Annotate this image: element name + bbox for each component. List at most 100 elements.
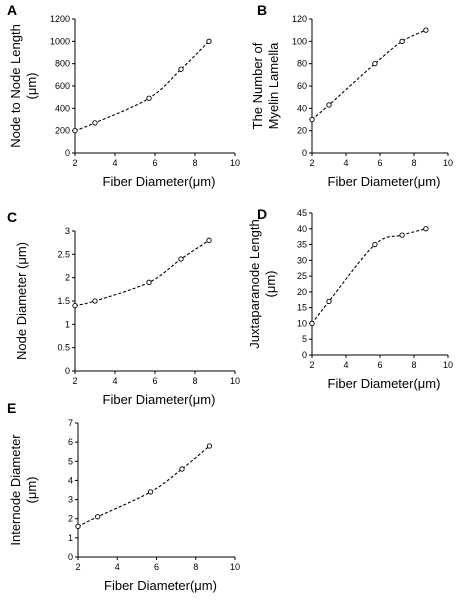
y-tick-label: 0 [68,552,73,562]
data-point [326,102,332,108]
chart-panel-a: A 0 200 400 600 800 1000 1200 2 4 6 8 10 Fiber Diamet… [7,2,240,189]
y-tick-label: 25 [297,271,307,281]
x-axis-title: Fiber Diameter(μm) [328,376,441,391]
data-point [372,241,378,248]
y-tick-label: 20 [297,126,307,136]
y-tick-label: 1000 [50,36,70,46]
x-axis-title: Fiber Diameter(μm) [104,578,217,593]
x-tick-label: 6 [152,376,157,386]
data-point [399,232,405,238]
x-tick-label: 4 [112,158,117,168]
data-point [206,443,213,449]
x-tick-label: 6 [152,158,157,168]
panel-letter-e: E [7,400,16,416]
y-tick-label: 200 [55,126,70,136]
x-tick-label: 2 [75,562,80,572]
x-tick-label: 4 [343,158,348,168]
y-tick-label: 10 [297,318,307,328]
x-tick-label: 4 [115,562,120,572]
y-axis-title: (μm) [24,477,39,504]
x-tick-label: 8 [192,376,197,386]
y-tick-label: 0 [65,366,70,376]
y-axis-title: Internode Diameter [8,434,23,546]
data-point [146,279,152,285]
trendline [74,239,210,307]
y-tick-label: 1.5 [57,296,70,306]
data-point [178,256,184,262]
x-axis-title: Fiber Diameter(μm) [103,392,216,407]
y-tick-label: 1200 [50,14,70,24]
x-tick-label: 6 [154,562,159,572]
x-tick-label: 8 [192,158,197,168]
data-point [206,38,212,44]
y-axis-title: Myelin Lamella [266,42,281,129]
data-point [147,489,154,495]
x-tick-label: 8 [411,158,416,168]
data-point [423,226,429,232]
x-axis-title: Fiber Diameter(μm) [103,174,216,189]
y-tick-label: 45 [297,208,307,218]
y-tick-label: 2 [68,514,73,524]
data-point [372,61,378,67]
data-point [146,95,152,101]
x-tick-label: 10 [230,376,240,386]
trendline [311,228,427,324]
y-tick-label: 30 [297,255,307,265]
x-tick-label: 2 [309,158,314,168]
y-tick-label: 0 [65,148,70,158]
data-point [309,116,315,123]
x-tick-label: 2 [309,360,314,370]
y-tick-label: 0 [302,350,307,360]
data-point [94,514,101,520]
x-tick-label: 6 [377,360,382,370]
panel-letter-d: D [257,206,267,222]
y-tick-label: 5 [302,334,307,344]
y-tick-label: 80 [297,59,307,69]
trendline [74,40,210,132]
x-tick-label: 2 [72,376,77,386]
y-tick-label: 100 [292,36,307,46]
y-axis-title: Node to Node Length [8,24,23,148]
x-tick-label: 10 [443,360,453,370]
data-point [72,128,78,134]
y-tick-label: 60 [297,81,307,91]
y-tick-label: 2 [65,273,70,283]
panel-letter-b: B [257,2,267,18]
y-tick-label: 800 [55,59,70,69]
x-tick-label: 10 [443,158,453,168]
y-tick-label: 3 [65,226,70,236]
y-tick-label: 3 [68,495,73,505]
y-tick-label: 0 [302,148,307,158]
trendline [311,29,427,120]
y-tick-label: 15 [297,303,307,313]
y-tick-label: 0.5 [57,343,70,353]
x-tick-label: 8 [411,360,416,370]
x-tick-label: 2 [72,158,77,168]
y-tick-label: 1 [68,533,73,543]
y-axis-title: Juxtaparanode Length [247,219,262,348]
chart-panel-e: E 0 1 2 3 4 5 6 7 2 4 6 8 10 Fiber Diameter(μm) Interno… [7,400,240,593]
panel-letter-c: C [7,209,17,225]
y-tick-label: 20 [297,287,307,297]
y-tick-label: 5 [68,456,73,466]
data-point [206,237,212,243]
y-tick-label: 40 [297,103,307,113]
x-tick-label: 4 [112,376,117,386]
x-tick-label: 4 [343,360,348,370]
y-tick-label: 4 [68,475,73,485]
x-axis-title: Fiber Diameter(μm) [328,174,441,189]
data-point [72,303,78,309]
y-tick-label: 40 [297,224,307,234]
y-tick-label: 600 [55,81,70,91]
y-tick-label: 7 [68,418,73,428]
y-tick-label: 1 [65,319,70,329]
data-point [179,466,185,472]
y-axis-title: The Number of [250,42,265,129]
y-tick-label: 400 [55,103,70,113]
data-point [309,320,315,327]
y-axis-title: Node Diameter (μm) [14,242,29,360]
y-tick-label: 120 [292,14,307,24]
